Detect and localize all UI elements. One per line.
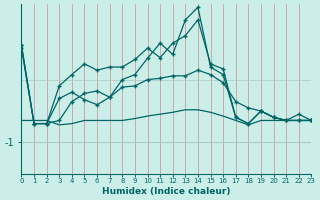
X-axis label: Humidex (Indice chaleur): Humidex (Indice chaleur) <box>102 187 231 196</box>
